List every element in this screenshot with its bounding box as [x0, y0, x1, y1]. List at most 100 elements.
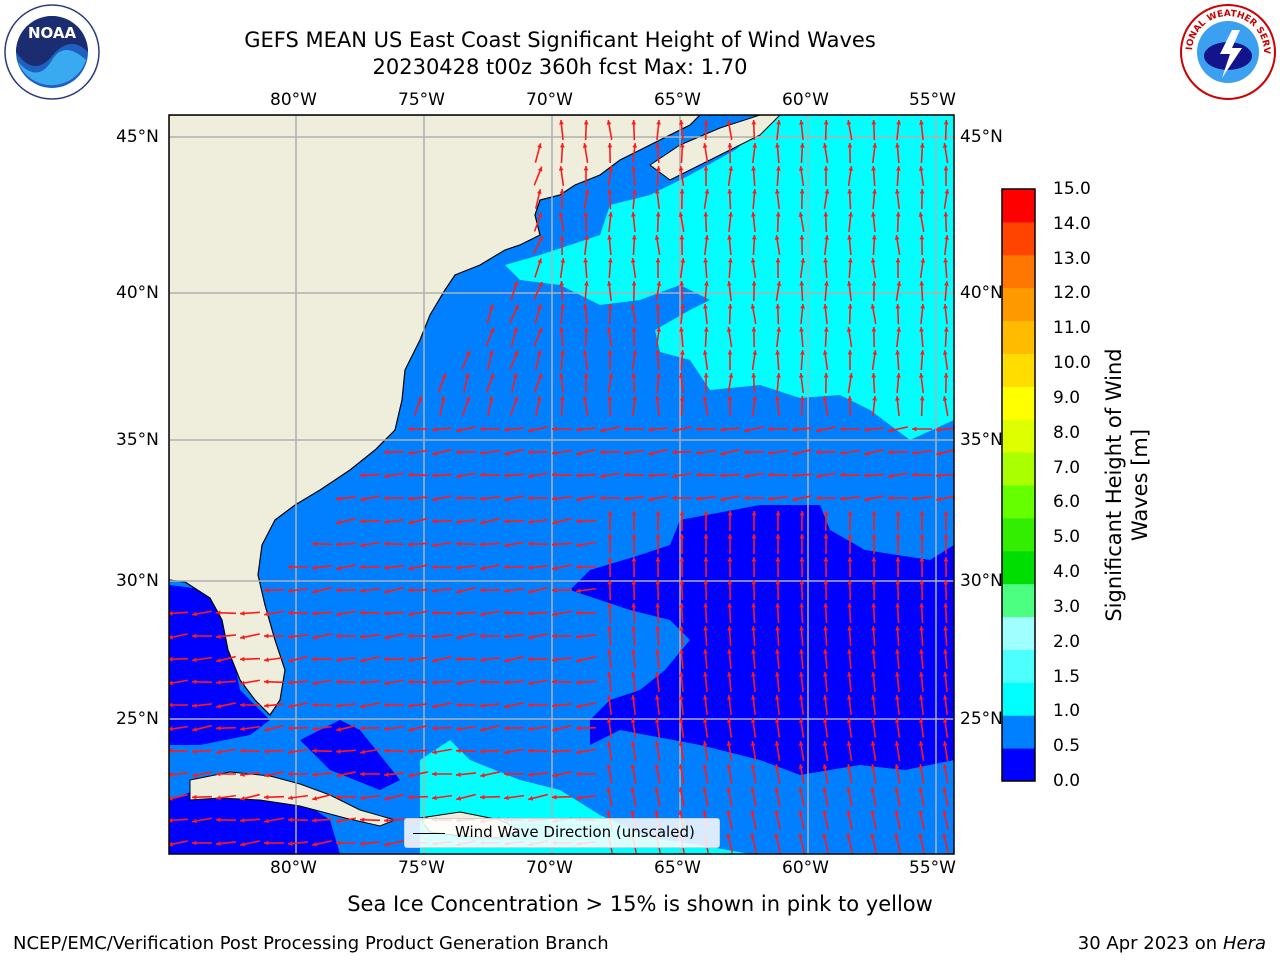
wave-arrow-head	[504, 496, 510, 502]
wave-arrow-head	[360, 725, 365, 731]
wave-arrow-head	[552, 542, 557, 547]
wave-arrow-head	[678, 373, 684, 378]
wave-arrow-head	[432, 634, 437, 639]
wave-arrow-head	[822, 143, 828, 148]
sea-ice-note: Sea Ice Concentration > 15% is shown in …	[347, 892, 933, 916]
wave-arrow-head	[655, 396, 660, 401]
wave-arrow-head	[504, 518, 509, 524]
wave-arrow-head	[504, 725, 509, 731]
wave-arrow-head	[751, 373, 757, 378]
wave-arrow-head	[384, 748, 389, 754]
wave-arrow-head	[440, 396, 446, 402]
wave-arrow-head	[630, 787, 636, 792]
wave-arrow-head	[822, 810, 828, 816]
wave-arrow-head	[847, 557, 853, 562]
colorbar-segment	[1002, 517, 1035, 552]
wave-arrow-head	[552, 496, 557, 501]
wave-arrow-head	[441, 373, 447, 379]
wave-arrow-head	[678, 695, 684, 700]
wave-arrow-head	[312, 796, 318, 801]
wave-arrow-head	[846, 833, 852, 839]
wave-arrow-head	[312, 680, 317, 686]
wave-arrow-head	[702, 143, 708, 148]
wave-arrow-head	[288, 634, 293, 639]
wave-arrow-head	[871, 511, 877, 516]
wave-arrow-head	[288, 725, 293, 731]
wave-arrow-head	[240, 680, 245, 686]
wave-arrow-head	[936, 451, 942, 456]
colorbar-tick-label: 4.0	[1053, 562, 1081, 583]
wave-arrow-head	[943, 580, 949, 585]
wave-arrow-head	[751, 557, 757, 562]
wave-arrow-head	[798, 695, 804, 700]
colorbar-segment	[1002, 254, 1035, 289]
wave-arrow-head	[216, 680, 221, 685]
wave-arrow-head	[894, 695, 900, 700]
wave-arrow-head	[750, 764, 756, 769]
wave-arrow-head	[847, 534, 853, 539]
colorbar-tick-label: 2.0	[1053, 631, 1081, 652]
wave-arrow-head	[703, 327, 709, 332]
wave-arrow-head	[480, 749, 485, 754]
wave-arrow-head	[679, 649, 684, 654]
wave-arrow-head	[192, 772, 198, 778]
wave-arrow-head	[513, 396, 519, 402]
wave-arrow-head	[360, 496, 366, 502]
wave-arrow-head	[632, 350, 638, 355]
wave-arrow-head	[847, 143, 853, 148]
wave-arrow-head	[726, 741, 732, 746]
wave-arrow-head	[751, 626, 756, 631]
wave-arrow-head	[702, 396, 708, 401]
wave-arrow-head	[775, 557, 781, 562]
wave-arrow-head	[576, 658, 582, 663]
wave-arrow-head	[606, 810, 612, 816]
wave-arrow-head	[895, 603, 901, 608]
wave-arrow-head	[559, 327, 564, 332]
wave-arrow-head	[726, 281, 732, 286]
colorbar-tick-label: 5.0	[1053, 527, 1081, 548]
wave-arrow-head	[943, 120, 949, 125]
wave-arrow-head	[942, 718, 948, 723]
wave-arrow-head	[775, 626, 780, 631]
wave-arrow-head	[264, 772, 270, 778]
wave-arrow-head	[655, 212, 661, 217]
wave-arrow-head	[288, 749, 293, 755]
wave-arrow-head	[799, 626, 804, 631]
wave-arrow-head	[775, 649, 780, 654]
wave-arrow-head	[703, 258, 708, 263]
wave-arrow-head	[918, 787, 924, 792]
wave-arrow-head	[552, 727, 558, 732]
wave-arrow-head	[823, 327, 829, 332]
wave-arrow-head	[504, 634, 509, 639]
colorbar-tick-label: 7.0	[1053, 457, 1081, 478]
wave-arrow-head	[823, 511, 829, 516]
wave-arrow-head	[480, 496, 485, 501]
wave-arrow-head	[775, 511, 781, 516]
wave-arrow-head	[823, 166, 829, 171]
wave-arrow-head	[384, 634, 390, 640]
wave-arrow-head	[608, 166, 614, 171]
map-subtitle: 20230428 t00z 360h fcst Max: 1.70	[372, 55, 748, 79]
wave-arrow-head	[606, 281, 612, 286]
wave-arrow-head	[703, 580, 709, 585]
wave-arrow-head	[632, 396, 637, 401]
wave-arrow-head	[607, 626, 612, 631]
wave-arrow-head	[559, 235, 565, 240]
wave-arrow-head	[288, 703, 294, 709]
wave-arrow-head	[823, 304, 828, 309]
wave-arrow-head	[896, 327, 902, 332]
wave-arrow-head	[751, 672, 756, 677]
wave-arrow-head	[816, 427, 822, 433]
wave-arrow-head	[537, 327, 543, 333]
wave-arrow-head	[630, 764, 636, 769]
wave-arrow-head	[528, 702, 533, 708]
wave-arrow-head	[607, 557, 613, 562]
wave-arrow-head	[800, 350, 805, 355]
lon-label-top: 75°W	[398, 90, 445, 110]
wave-arrow-head	[824, 189, 830, 194]
wave-arrow-head	[360, 610, 365, 616]
wave-arrow-head	[264, 703, 269, 708]
wave-arrow-head	[774, 810, 780, 816]
wave-arrow-head	[870, 258, 876, 263]
wave-arrow-head	[456, 634, 462, 640]
